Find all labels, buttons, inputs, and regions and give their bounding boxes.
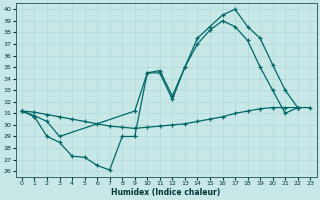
X-axis label: Humidex (Indice chaleur): Humidex (Indice chaleur) (111, 188, 221, 197)
